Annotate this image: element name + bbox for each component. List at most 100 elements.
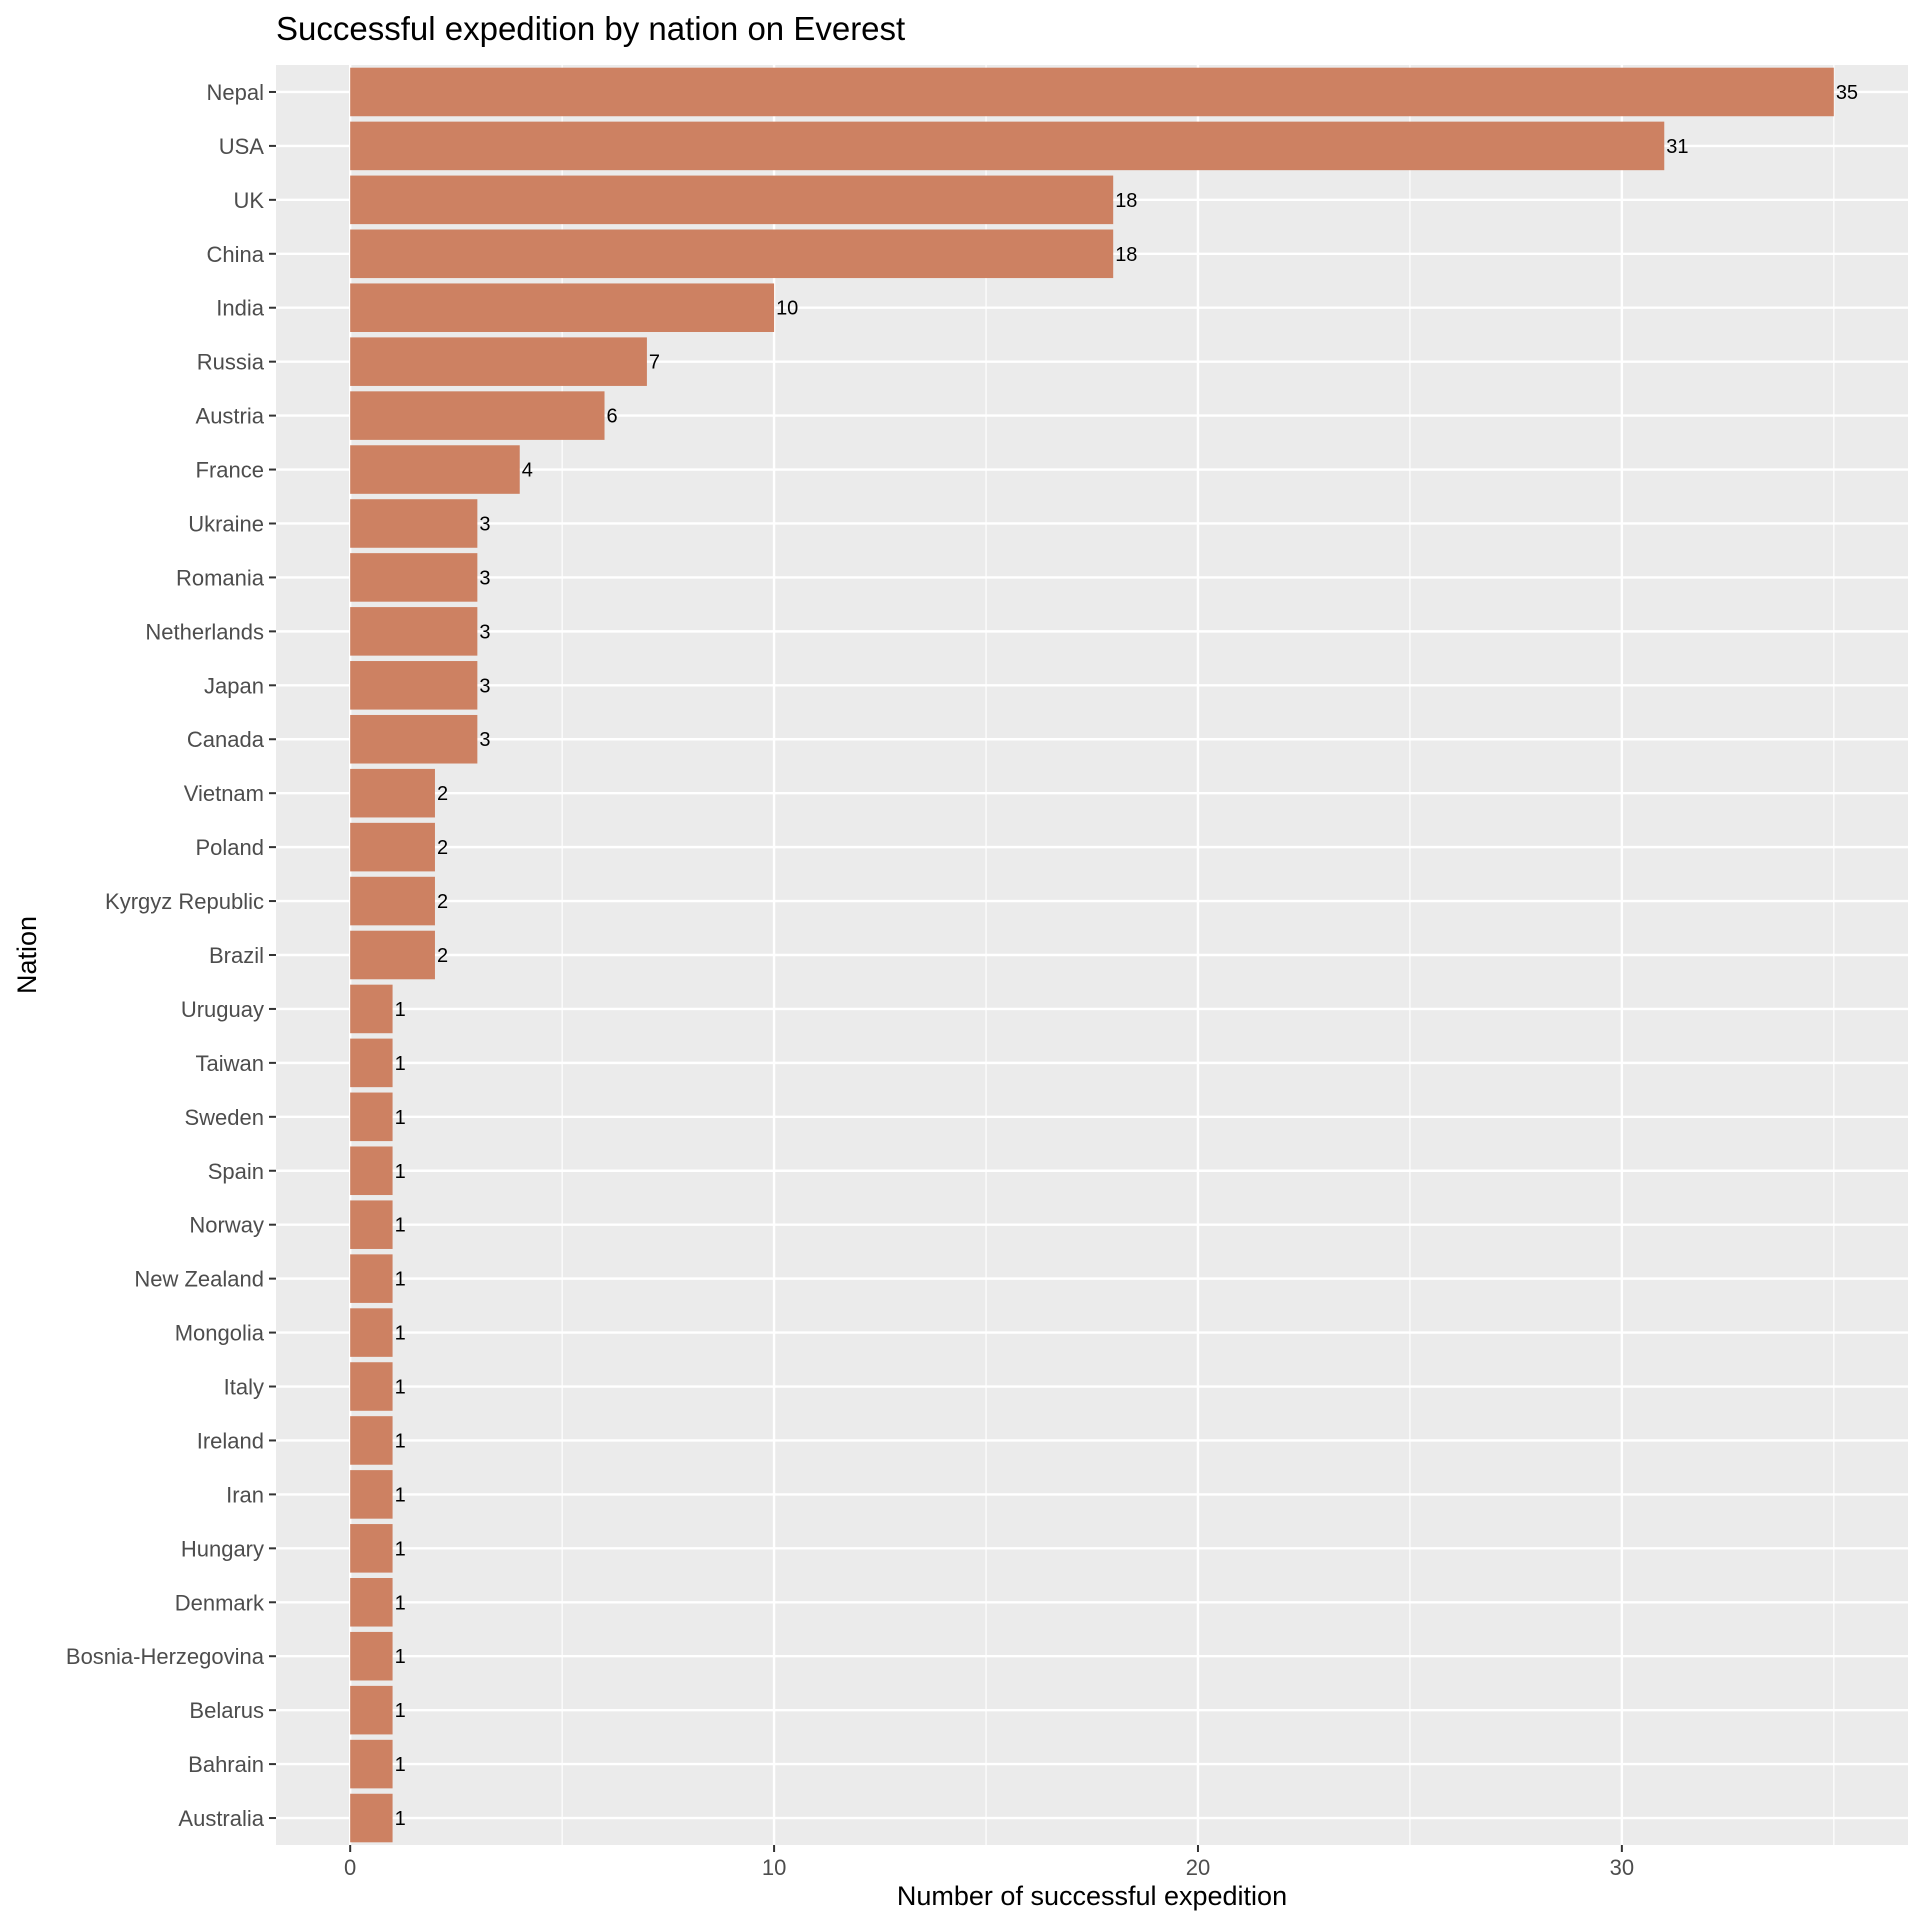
- bar: [350, 930, 435, 980]
- bar-value-label: 4: [522, 460, 533, 482]
- bar-value-label: 3: [479, 729, 490, 751]
- y-tick-label: Mongolia: [175, 1321, 265, 1346]
- bar-value-label: 1: [395, 1053, 406, 1075]
- bar: [350, 714, 478, 764]
- bar: [350, 1254, 393, 1303]
- y-tick-label: Kyrgyz Republic: [105, 889, 264, 914]
- x-axis-title: Number of successful expedition: [897, 1881, 1287, 1911]
- x-tick-label: 0: [344, 1855, 356, 1880]
- y-tick-label: Taiwan: [196, 1051, 264, 1076]
- bar-value-label: 3: [479, 621, 490, 643]
- bar-value-label: 1: [395, 1430, 406, 1452]
- bar-value-label: 1: [395, 1538, 406, 1560]
- bar: [350, 1308, 393, 1357]
- bar-value-label: 2: [437, 783, 448, 805]
- y-axis-title: Nation: [12, 916, 42, 994]
- bar: [350, 175, 1114, 225]
- bar-value-label: 18: [1115, 190, 1137, 212]
- bar: [350, 1362, 393, 1411]
- y-tick-label: Nepal: [207, 80, 264, 105]
- bar-value-label: 1: [395, 1808, 406, 1830]
- bar-value-label: 2: [437, 945, 448, 967]
- bar: [350, 1739, 393, 1789]
- bar: [350, 229, 1114, 279]
- bar-value-label: 1: [395, 1377, 406, 1399]
- bar-value-label: 1: [395, 1592, 406, 1614]
- y-tick-label: Hungary: [181, 1536, 264, 1561]
- bar: [350, 822, 435, 872]
- bar-value-label: 1: [395, 1484, 406, 1506]
- y-tick-label: Denmark: [175, 1590, 265, 1615]
- bar-value-label: 1: [395, 1754, 406, 1776]
- bar-value-label: 1: [395, 1269, 406, 1291]
- bar: [350, 1631, 393, 1681]
- bar: [350, 661, 478, 710]
- x-tick-label: 30: [1610, 1855, 1634, 1880]
- bar: [350, 607, 478, 656]
- y-tick-label: Sweden: [184, 1105, 264, 1130]
- bar-value-label: 2: [437, 891, 448, 913]
- y-tick-label: Ireland: [197, 1428, 264, 1453]
- bar-value-label: 1: [395, 1161, 406, 1183]
- x-axis: 0 10 20 30: [344, 1845, 1634, 1880]
- bar-value-label: 1: [395, 1323, 406, 1345]
- y-tick-label: Japan: [204, 673, 264, 698]
- bar: [350, 1092, 393, 1142]
- y-tick-label: Russia: [197, 350, 265, 375]
- bar: [350, 391, 605, 440]
- y-tick-label: Italy: [224, 1375, 264, 1400]
- y-tick-label: Belarus: [189, 1698, 264, 1723]
- bar: [350, 67, 1834, 117]
- y-tick-label: Uruguay: [181, 997, 264, 1022]
- bar: [350, 1146, 393, 1196]
- y-tick-label: Brazil: [209, 943, 264, 968]
- bar: [350, 768, 435, 818]
- y-tick-label: Spain: [208, 1159, 264, 1184]
- bar-value-label: 3: [479, 513, 490, 535]
- y-tick-label: China: [207, 242, 265, 267]
- bar-value-label: 31: [1666, 136, 1688, 158]
- x-tick-label: 10: [762, 1855, 786, 1880]
- y-tick-label: Iran: [226, 1482, 264, 1507]
- bar-value-label: 3: [479, 567, 490, 589]
- y-tick-label: Romania: [176, 565, 265, 590]
- y-tick-label: New Zealand: [134, 1267, 264, 1292]
- bar: [350, 337, 647, 386]
- y-axis: Nepal USA UK China India Russia Austria France U…: [66, 80, 276, 1831]
- bar-value-label: 7: [649, 352, 660, 374]
- data-label-layer: 35 31 18 18 10 7 6 4 3 3 3 3 3 2 2 2 2 1 1 1 1 1 1 1 1 1 1 1 1 1 1 1 1: [395, 82, 1858, 1830]
- bar: [350, 499, 478, 548]
- y-tick-label: Ukraine: [188, 511, 264, 536]
- bar: [350, 1578, 393, 1627]
- bar: [350, 1685, 393, 1735]
- bar-value-label: 2: [437, 837, 448, 859]
- bar: [350, 1524, 393, 1573]
- bar-value-label: 1: [395, 1215, 406, 1237]
- bar-layer: [350, 67, 1834, 1843]
- y-tick-label: Bosnia-Herzegovina: [66, 1644, 265, 1669]
- y-tick-label: Austria: [196, 404, 265, 429]
- bar: [350, 1470, 393, 1519]
- y-tick-label: Canada: [187, 727, 265, 752]
- bar: [350, 283, 775, 332]
- y-tick-label: Australia: [178, 1806, 264, 1831]
- y-tick-label: Netherlands: [145, 619, 264, 644]
- bar-value-label: 10: [776, 298, 798, 320]
- bar: [350, 1200, 393, 1249]
- y-tick-label: Bahrain: [188, 1752, 264, 1777]
- chart-title: Successful expedition by nation on Evere…: [276, 10, 905, 47]
- y-tick-label: Poland: [195, 835, 264, 860]
- bar: [350, 984, 393, 1034]
- bar-value-label: 6: [607, 406, 618, 428]
- bar-value-label: 1: [395, 1107, 406, 1129]
- bar-value-label: 3: [479, 675, 490, 697]
- bar: [350, 876, 435, 926]
- bar-value-label: 1: [395, 1700, 406, 1722]
- y-tick-label: Norway: [189, 1213, 264, 1238]
- bar: [350, 553, 478, 602]
- bar-value-label: 1: [395, 999, 406, 1021]
- bar-value-label: 1: [395, 1646, 406, 1668]
- y-tick-label: Vietnam: [184, 781, 264, 806]
- bar: [350, 445, 520, 494]
